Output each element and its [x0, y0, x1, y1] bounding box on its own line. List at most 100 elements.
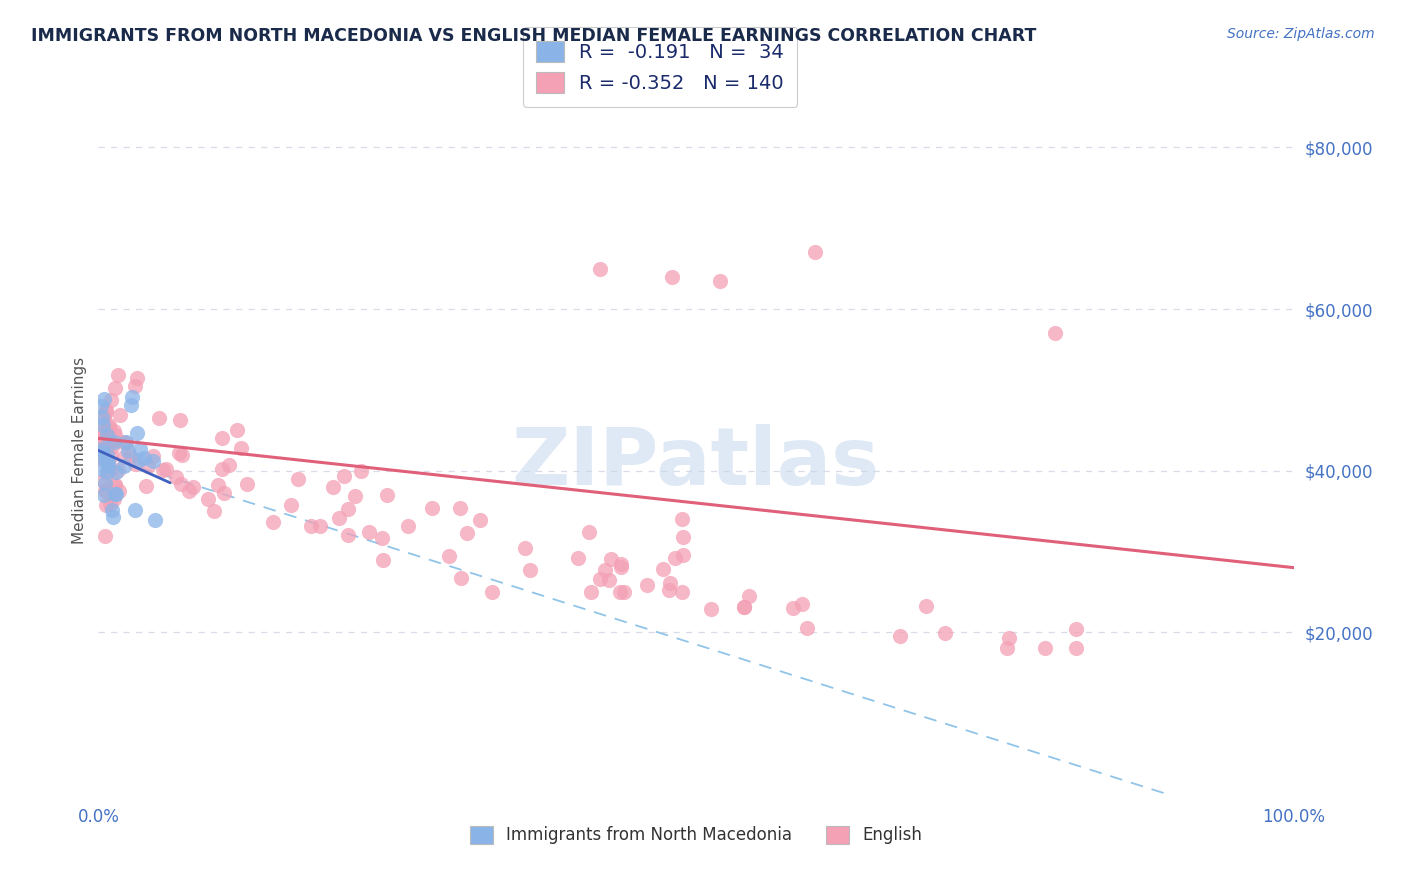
Point: [1043, 326, 1066, 341]
Point: [100, 449, 122, 463]
Legend: Immigrants from North Macedonia, English: Immigrants from North Macedonia, English: [460, 815, 932, 855]
Point: [1064, 622, 1087, 636]
Point: [138, 458, 160, 473]
Point: [128, 453, 150, 467]
Point: [148, 410, 170, 425]
Point: [115, 436, 138, 450]
Point: [104, 427, 127, 442]
Point: [782, 600, 804, 615]
Point: [207, 478, 229, 492]
Point: [804, 245, 827, 260]
Point: [481, 585, 503, 599]
Point: [110, 408, 132, 422]
Point: [915, 599, 938, 614]
Point: [155, 462, 177, 476]
Point: [107, 368, 129, 383]
Point: [103, 424, 125, 438]
Point: [94, 453, 117, 467]
Point: [105, 466, 128, 480]
Text: IMMIGRANTS FROM NORTH MACEDONIA VS ENGLISH MEDIAN FEMALE EARNINGS CORRELATION CH: IMMIGRANTS FROM NORTH MACEDONIA VS ENGLI…: [31, 27, 1036, 45]
Point: [733, 599, 755, 614]
Point: [125, 371, 148, 385]
Point: [519, 563, 541, 577]
Point: [333, 468, 356, 483]
Point: [112, 458, 135, 473]
Point: [738, 589, 761, 603]
Point: [104, 478, 127, 492]
Point: [280, 498, 302, 512]
Point: [104, 477, 127, 491]
Point: [90, 434, 112, 448]
Point: [93, 392, 115, 406]
Point: [103, 491, 125, 506]
Point: [671, 585, 693, 599]
Point: [422, 500, 444, 515]
Point: [709, 274, 731, 288]
Point: [91, 474, 114, 488]
Point: [127, 425, 149, 440]
Point: [211, 431, 233, 445]
Point: [90, 442, 112, 456]
Point: [117, 444, 139, 458]
Point: [600, 552, 623, 566]
Point: [120, 399, 142, 413]
Point: [456, 525, 478, 540]
Point: [143, 514, 166, 528]
Point: [1033, 641, 1056, 656]
Point: [796, 621, 818, 635]
Point: [94, 476, 117, 491]
Point: [93, 488, 115, 502]
Point: [377, 488, 399, 502]
Point: [197, 492, 219, 507]
Point: [94, 529, 117, 543]
Point: [610, 560, 633, 574]
Point: [101, 434, 124, 448]
Point: [96, 405, 118, 419]
Point: [287, 472, 309, 486]
Point: [104, 381, 127, 395]
Point: [790, 597, 813, 611]
Text: ZIPatlas: ZIPatlas: [512, 424, 880, 501]
Point: [169, 412, 191, 426]
Point: [658, 582, 681, 597]
Point: [93, 450, 115, 465]
Point: [104, 487, 127, 501]
Point: [135, 479, 157, 493]
Point: [96, 464, 118, 478]
Point: [299, 519, 322, 533]
Point: [235, 476, 257, 491]
Point: [96, 403, 118, 417]
Point: [336, 502, 359, 516]
Point: [322, 480, 344, 494]
Point: [567, 551, 589, 566]
Point: [90, 462, 112, 476]
Point: [129, 442, 152, 457]
Point: [636, 578, 658, 592]
Point: [212, 486, 235, 500]
Point: [107, 463, 129, 477]
Point: [100, 392, 122, 407]
Point: [700, 602, 723, 616]
Point: [96, 434, 118, 448]
Point: [96, 454, 118, 468]
Point: [112, 450, 135, 464]
Point: [357, 525, 380, 540]
Point: [449, 501, 471, 516]
Point: [94, 483, 117, 497]
Text: Source: ZipAtlas.com: Source: ZipAtlas.com: [1227, 27, 1375, 41]
Point: [226, 423, 249, 437]
Point: [96, 466, 118, 480]
Point: [371, 531, 394, 545]
Point: [124, 457, 146, 471]
Point: [598, 574, 620, 588]
Point: [90, 451, 112, 466]
Point: [169, 446, 191, 460]
Point: [105, 487, 128, 501]
Point: [610, 558, 633, 572]
Point: [100, 503, 122, 517]
Point: [93, 425, 115, 439]
Point: [889, 629, 911, 643]
Point: [142, 449, 165, 463]
Point: [94, 498, 117, 512]
Point: [998, 631, 1021, 645]
